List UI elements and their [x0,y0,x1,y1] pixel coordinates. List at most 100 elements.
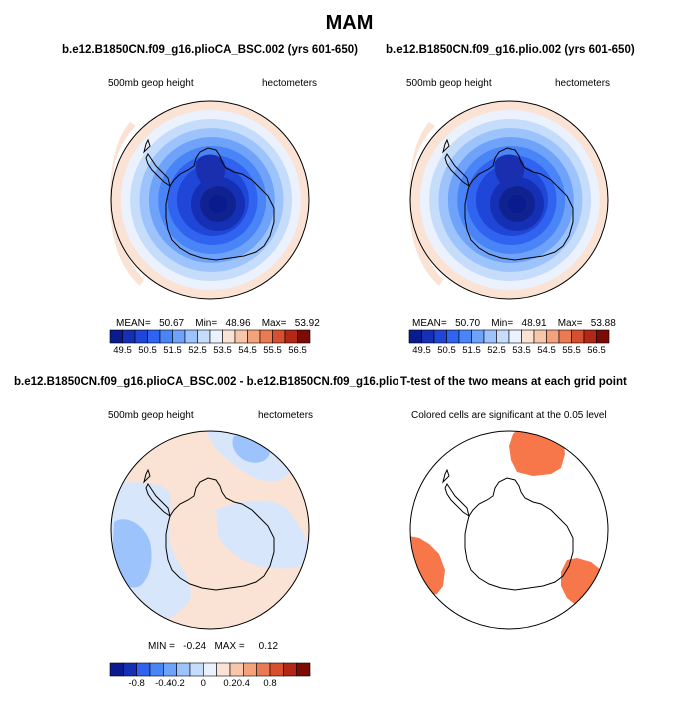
colorbar-swatch [496,329,510,344]
stats-top-right: MEAN= 50.70 Min= 48.91 Max= 53.88 [412,318,616,329]
colorbar-swatch [421,329,435,344]
variable-label-top-left: 500mb geop height [108,78,194,89]
colorbar-tick-label: 51.5 [462,345,481,356]
colorbar-swatch [122,329,136,344]
max-label: Max= [557,318,583,329]
units-label-top-left: hectometers [262,78,318,89]
colorbar-swatch [159,329,173,344]
colorbar-swatch [508,329,522,344]
mean-value: 50.70 [455,318,481,329]
colorbar-swatch [147,329,161,344]
min-value: -0.24 [183,641,207,652]
colorbar-tick-label: 55.5 [562,345,581,356]
colorbar-tick-label: 0.4 [236,678,250,689]
colorbar-swatch [408,329,422,344]
colorbar-swatch [296,662,311,677]
panel-title-top-right: b.e12.B1850CN.f09_g16.plio.002 (yrs 601-… [386,44,635,56]
contour-band-lobe [494,154,525,188]
colorbar-swatch [176,662,191,677]
colorbar-swatch [247,329,261,344]
max-value: 53.88 [590,318,616,329]
colorbar-tick-label: 49.5 [113,345,132,356]
colorbar-swatch [149,662,164,677]
panel-title-bottom-left: b.e12.B1850CN.f09_g16.plioCA_BSC.002 - b… [14,376,422,388]
colorbar-tick-label: 54.5 [537,345,556,356]
colorbar-swatch [433,329,447,344]
colorbar-swatch [533,329,547,344]
colorbar-swatch [259,329,273,344]
colorbar-swatch [109,662,124,677]
contour-band-edge [110,122,144,286]
colorbar-tick-label: 50.5 [138,345,157,356]
colorbar-ticks-top-right: 49.5 50.5 51.5 52.5 53.5 54.5 55.5 56.5 [409,345,609,357]
colorbar-swatch [197,329,211,344]
colorbar-swatch [471,329,485,344]
colorbar-tick-label: 52.5 [487,345,506,356]
colorbar-swatch [596,329,610,344]
panel-title-top-left: b.e12.B1850CN.f09_g16.plioCA_BSC.002 (yr… [62,44,358,56]
colorbar-swatch [458,329,472,344]
map-border [409,100,609,300]
colorbar-swatch [483,329,497,344]
colorbar-swatch [172,329,186,344]
colorbar-tick-label: 54.5 [238,345,257,356]
max-value: 0.12 [258,641,279,652]
map-border [409,430,609,630]
contour-band [209,195,227,213]
map-border [110,430,310,630]
colorbar-tick-label: 51.5 [163,345,182,356]
polar-map-bottom-left [110,430,310,630]
colorbar-ticks-bottom-left: -0.8 -0.4 -0.2 0 0.2 0.4 0.8 [110,678,310,690]
colorbar-swatch [283,662,297,677]
colorbar-swatch [272,329,286,344]
variable-label-top-right: 500mb geop height [406,78,492,89]
antarctica-coastline [442,468,574,591]
min-label: Min= [491,318,514,329]
colorbar-tick-label: -0.2 [168,678,185,689]
colorbar-tick-label: -0.4 [155,678,172,689]
colorbar-swatch [216,662,231,677]
colorbar-swatch [184,329,198,344]
colorbar-tick-label: 0 [200,678,206,689]
colorbar-swatch [583,329,597,344]
colorbar-swatch [189,662,204,677]
min-label: MIN = [148,641,175,652]
colorbar-swatch [222,329,236,344]
min-value: 48.96 [225,318,251,329]
antarctica-coastline [442,138,574,261]
colorbar-top-right [408,329,610,344]
polar-map-bottom-right [409,430,609,630]
colorbar-swatch [558,329,572,344]
mean-value: 50.67 [159,318,185,329]
colorbar-swatch [521,329,535,344]
colorbar-swatch [209,329,223,344]
units-label-top-right: hectometers [555,78,611,89]
colorbar-swatch [269,662,284,677]
colorbar-swatch [297,329,311,344]
contour-band-lobe [195,154,226,188]
caption-bottom-right: Colored cells are significant at the 0.0… [411,410,607,421]
colorbar-swatch [229,662,244,677]
contour-band-edge [409,122,443,286]
mean-label: MEAN= [116,318,151,329]
colorbar-swatch [123,662,137,677]
colorbar-tick-label: -0.8 [128,678,145,689]
height-contour-rings [110,101,310,299]
colorbar-tick-label: 0.8 [263,678,277,689]
page-title: MAM [325,12,374,34]
polar-map-top-right [409,100,609,300]
colorbar-swatch [109,329,123,344]
antarctica-coastline [143,468,275,591]
colorbar-swatch [256,662,271,677]
colorbar-ticks-top-left: 49.5 50.5 51.5 52.5 53.5 54.5 55.5 56.5 [110,345,310,357]
colorbar-tick-label: 53.5 [213,345,232,356]
colorbar-swatch [571,329,585,344]
min-value: 48.91 [521,318,547,329]
colorbar-tick-label: 55.5 [263,345,282,356]
colorbar-swatch [163,662,177,677]
polar-map-top-left [110,100,310,300]
units-label-bottom-left: hectometers [258,410,314,421]
colorbar-swatch [284,329,298,344]
stats-bottom-left: MIN = -0.24 MAX = 0.12 [148,641,278,652]
max-label: MAX = [214,641,245,652]
